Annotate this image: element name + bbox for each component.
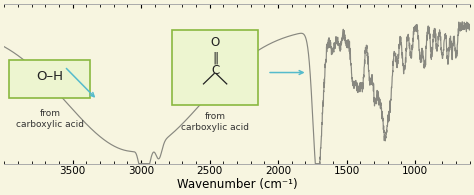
Text: O–H: O–H [36,70,64,83]
X-axis label: Wavenumber (cm⁻¹): Wavenumber (cm⁻¹) [177,178,297,191]
FancyBboxPatch shape [172,30,258,105]
FancyBboxPatch shape [9,60,91,98]
Text: from
carboxylic acid: from carboxylic acid [181,113,249,132]
Text: ‖: ‖ [212,51,218,64]
Text: O: O [210,36,220,49]
Text: C: C [211,64,219,77]
Text: from
carboxylic acid: from carboxylic acid [16,109,84,129]
